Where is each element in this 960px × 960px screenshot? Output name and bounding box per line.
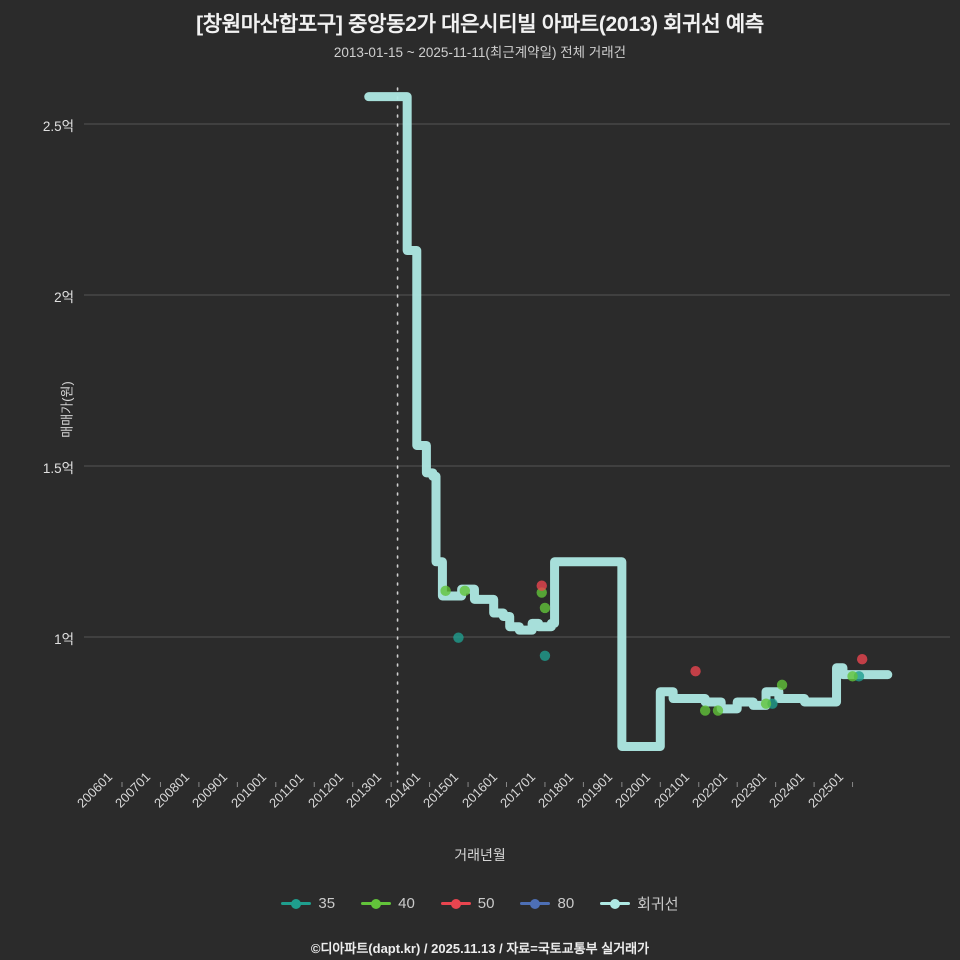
scatter-point-35 — [539, 650, 551, 662]
scatter-point-35 — [453, 632, 464, 643]
y-axis-tick-label: 2.5억 — [42, 119, 74, 134]
scatter-point-40 — [699, 705, 711, 716]
y-axis-title: 매매가(원) — [59, 381, 75, 438]
legend-swatch-line — [440, 898, 471, 909]
plot-background — [84, 88, 950, 782]
chart-legend: 35 40 50 80 회귀선 — [0, 893, 960, 914]
legend-label: 35 — [318, 895, 336, 912]
scatter-point-40 — [459, 585, 471, 597]
chart-footer-credit: ©디아파트(dapt.kr) / 2025.11.13 / 자료=국토교통부 실… — [310, 941, 650, 956]
scatter-point-40 — [776, 679, 788, 691]
y-axis-tick-label: 1억 — [54, 632, 74, 647]
scatter-point-40 — [539, 602, 551, 614]
scatter-point-50 — [536, 580, 547, 591]
y-axis-tick-label: 1.5억 — [42, 461, 74, 476]
legend-label: 회귀선 — [637, 896, 679, 913]
scatter-point-40 — [440, 585, 451, 597]
chart-subtitle: 2013-01-15 ~ 2025-11-11(최근계약일) 전체 거래건 — [333, 45, 627, 60]
legend-swatch-line — [361, 898, 392, 909]
legend-item-40[interactable]: 40 — [361, 895, 415, 912]
scatter-point-50 — [856, 654, 868, 665]
x-axis-title: 거래년월 — [454, 847, 506, 863]
legend-item-50[interactable]: 50 — [440, 895, 495, 912]
legend-swatch-dot — [371, 898, 382, 909]
legend-swatch-line — [520, 898, 551, 909]
legend-item-80[interactable]: 80 — [520, 895, 574, 912]
scatter-point-50 — [690, 666, 701, 677]
legend-swatch-line — [600, 898, 631, 909]
legend-swatch-dot — [291, 898, 302, 909]
legend-item-35[interactable]: 35 — [281, 895, 335, 912]
legend-item-회귀선[interactable]: 회귀선 — [600, 893, 679, 914]
scatter-point-40 — [760, 698, 772, 709]
scatter-point-40 — [712, 705, 724, 716]
legend-swatch-dot — [530, 898, 541, 909]
legend-label: 40 — [398, 895, 415, 912]
y-axis-tick-label: 2억 — [54, 290, 74, 305]
legend-swatch-dot — [610, 898, 621, 909]
legend-label: 50 — [477, 895, 495, 912]
legend-swatch-line — [281, 898, 312, 909]
legend-label: 80 — [557, 895, 575, 912]
chart-title: [창원마산합포구] 중앙동2가 대은시티빌 아파트(2013) 회귀선 예측 — [196, 13, 764, 36]
legend-swatch-dot — [450, 898, 461, 909]
scatter-point-40 — [847, 671, 858, 682]
